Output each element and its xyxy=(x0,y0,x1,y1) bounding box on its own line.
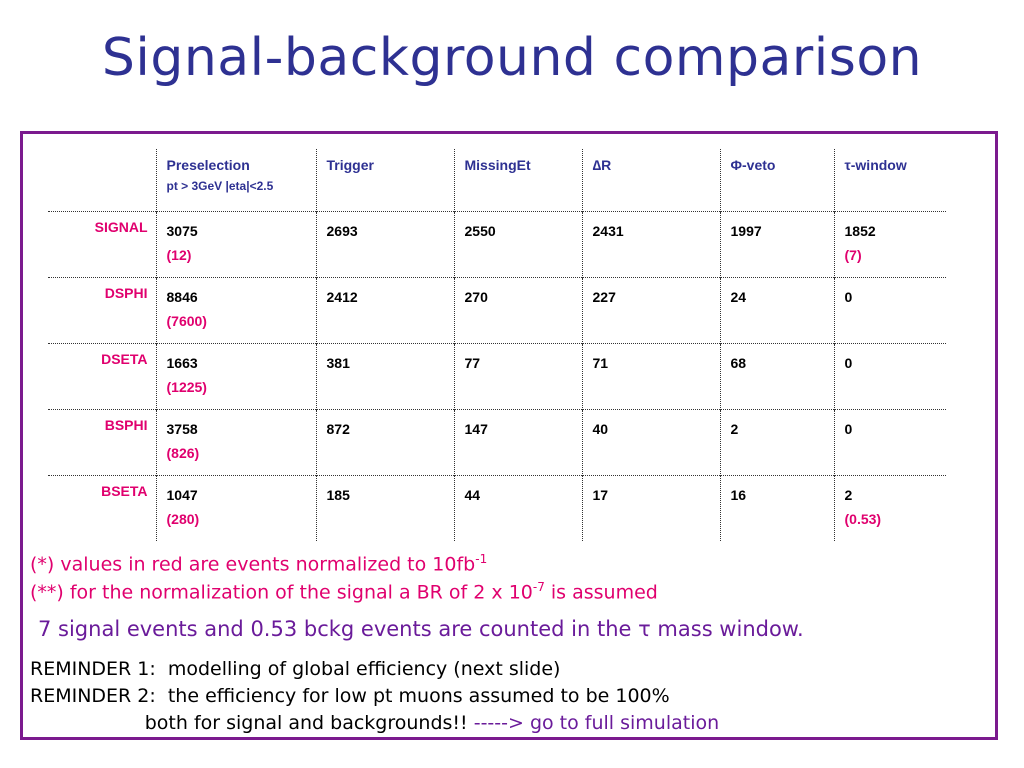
table-cell: 0 xyxy=(833,342,946,409)
event-count: 2550 xyxy=(464,222,496,239)
table-cell: 44 xyxy=(453,474,582,541)
event-count: 1047 xyxy=(166,486,198,503)
table-cell: 1997 xyxy=(719,210,834,277)
row-label: DSETA xyxy=(48,342,156,409)
event-count: 381 xyxy=(326,354,350,371)
table-cell: 1047 (280) xyxy=(155,474,316,541)
table-cell: 2 (0.53) xyxy=(833,474,946,541)
cut-flow-table: Preselection pt > 3GeV |eta|<2.5 Trigger… xyxy=(48,149,946,541)
header-phi-veto: Φ-veto xyxy=(719,149,834,211)
table-cell: 2 xyxy=(719,408,834,475)
event-count: 0 xyxy=(844,420,853,437)
table-cell: 3758 (826) xyxy=(155,408,316,475)
table-cell: 17 xyxy=(581,474,720,541)
table-cell: 227 xyxy=(581,276,720,343)
event-count: 147 xyxy=(464,420,488,437)
normalized-count: (280) xyxy=(166,510,200,527)
row-label: SIGNAL xyxy=(48,210,156,277)
event-count: 872 xyxy=(326,420,350,437)
normalized-count: (7600) xyxy=(166,312,207,329)
event-count: 40 xyxy=(592,420,609,437)
event-count: 2 xyxy=(730,420,739,437)
event-count: 1852 xyxy=(844,222,876,239)
summary-statement: 7 signal events and 0.53 bckg events are… xyxy=(38,617,804,641)
table-cell: 2693 xyxy=(315,210,454,277)
event-count: 0 xyxy=(844,354,853,371)
event-count: 1997 xyxy=(730,222,762,239)
event-count: 270 xyxy=(464,288,488,305)
event-count: 68 xyxy=(730,354,747,371)
table-row: DSETA 1663 (1225) 381 77 71 68 0 xyxy=(48,342,946,409)
table-cell: 2431 xyxy=(581,210,720,277)
event-count: 1663 xyxy=(166,354,198,371)
table-row: SIGNAL 3075 (12) 2693 2550 2431 1997 1852 (7) xyxy=(48,210,946,277)
row-label: DSPHI xyxy=(48,276,156,343)
footnote-branching-ratio: (**) for the normalization of the signal… xyxy=(30,580,658,604)
event-count: 2412 xyxy=(326,288,358,305)
table-cell: 0 xyxy=(833,408,946,475)
header-trigger: Trigger xyxy=(315,149,454,211)
row-label: BSETA xyxy=(48,474,156,541)
table-cell: 2412 xyxy=(315,276,454,343)
table-cell: 147 xyxy=(453,408,582,475)
table-cell: 381 xyxy=(315,342,454,409)
table-cell: 2550 xyxy=(453,210,582,277)
table-header-row: Preselection pt > 3GeV |eta|<2.5 Trigger… xyxy=(48,149,946,211)
table-cell: 71 xyxy=(581,342,720,409)
table-cell: 40 xyxy=(581,408,720,475)
normalized-count: (1225) xyxy=(166,378,207,395)
event-count: 17 xyxy=(592,486,609,503)
event-count: 77 xyxy=(464,354,481,371)
event-count: 71 xyxy=(592,354,609,371)
full-simulation-link[interactable]: -----> go to full simulation xyxy=(473,712,720,734)
normalized-count: (0.53) xyxy=(844,510,882,527)
normalized-count: (7) xyxy=(844,246,862,263)
event-count: 2693 xyxy=(326,222,358,239)
footnote-normalization: (*) values in red are events normalized … xyxy=(30,552,488,576)
event-count: 185 xyxy=(326,486,350,503)
event-count: 3075 xyxy=(166,222,198,239)
table-cell: 16 xyxy=(719,474,834,541)
header-delta-r: ∆R xyxy=(581,149,720,211)
event-count: 2 xyxy=(844,486,853,503)
table-cell: 270 xyxy=(453,276,582,343)
table-cell: 872 xyxy=(315,408,454,475)
header-preselection: Preselection pt > 3GeV |eta|<2.5 xyxy=(155,149,316,211)
reminder-2-continued: both for signal and backgrounds!! ----->… xyxy=(30,712,720,734)
event-count: 2431 xyxy=(592,222,624,239)
reminder-2: REMINDER 2: the efficiency for low pt mu… xyxy=(30,685,670,707)
normalized-count: (826) xyxy=(166,444,200,461)
table-cell: 3075 (12) xyxy=(155,210,316,277)
event-count: 8846 xyxy=(166,288,198,305)
normalized-count: (12) xyxy=(166,246,192,263)
table-row: BSETA 1047 (280) 185 44 17 16 2 (0.53) xyxy=(48,474,946,541)
table-cell: 8846 (7600) xyxy=(155,276,316,343)
table-cell: 1663 (1225) xyxy=(155,342,316,409)
event-count: 24 xyxy=(730,288,747,305)
event-count: 16 xyxy=(730,486,747,503)
row-label: BSPHI xyxy=(48,408,156,475)
table-cell: 77 xyxy=(453,342,582,409)
table-cell: 24 xyxy=(719,276,834,343)
table-row: BSPHI 3758 (826) 872 147 40 2 0 xyxy=(48,408,946,475)
event-count: 0 xyxy=(844,288,853,305)
header-corner xyxy=(48,149,156,211)
table-row: DSPHI 8846 (7600) 2412 270 227 24 0 xyxy=(48,276,946,343)
event-count: 227 xyxy=(592,288,616,305)
reminder-1: REMINDER 1: modelling of global efficien… xyxy=(30,658,561,680)
content-frame xyxy=(20,131,998,740)
table-cell: 0 xyxy=(833,276,946,343)
event-count: 3758 xyxy=(166,420,198,437)
header-tau-window: τ-window xyxy=(833,149,946,211)
slide-title: Signal-background comparison xyxy=(101,28,923,88)
event-count: 44 xyxy=(464,486,481,503)
table-cell: 185 xyxy=(315,474,454,541)
table-cell: 1852 (7) xyxy=(833,210,946,277)
header-missinget: MissingEt xyxy=(453,149,582,211)
table-cell: 68 xyxy=(719,342,834,409)
header-preselection-cuts: pt > 3GeV |eta|<2.5 xyxy=(166,179,274,193)
